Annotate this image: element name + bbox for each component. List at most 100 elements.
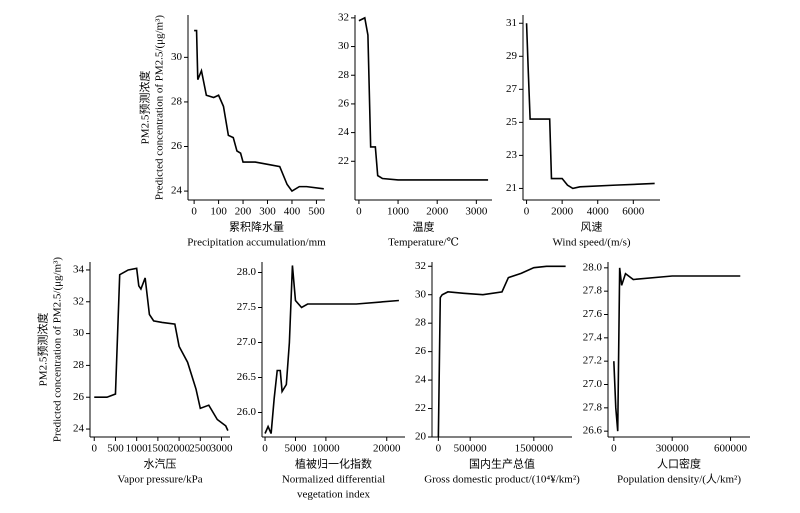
y-axis-label: Predicted concentration of PM2.5/(μg/m³) [52, 257, 64, 442]
x-tick-label: 0 [611, 443, 617, 455]
y-tick-label: 23 [506, 149, 518, 161]
y-tick-label: 28.0 [583, 261, 603, 273]
y-tick-label: 26.0 [237, 406, 257, 418]
y-tick-label: 20 [415, 431, 427, 443]
y-tick-label: 24 [171, 185, 183, 197]
x-tick-label: 3000 [465, 206, 488, 218]
y-tick-label: 26 [338, 97, 350, 109]
x-tick-label: 5000 [284, 443, 307, 455]
y-axis-label: PM2.5预测浓度 [36, 313, 50, 387]
line [613, 267, 741, 432]
x-tick-label: 500000 [454, 443, 488, 455]
x-tick-label: 2000 [551, 206, 574, 218]
x-axis-label: 植被归一化指数 [295, 457, 372, 471]
y-tick-label: 30 [338, 40, 350, 52]
y-tick-label: 30 [415, 288, 427, 300]
line [358, 16, 489, 181]
x-axis-label: 人口密度 [657, 457, 701, 471]
y-tick-label: 26 [415, 345, 427, 357]
x-tick-label: 500 [308, 206, 325, 218]
line [94, 267, 229, 431]
y-tick-label: 27.5 [237, 301, 257, 313]
y-tick-label: 24 [415, 374, 427, 386]
x-tick-label: 0 [356, 206, 362, 218]
y-tick-label: 27.6 [583, 308, 603, 320]
y-axis-label: PM2.5预测浓度 [138, 71, 152, 145]
y-tick-label: 31 [506, 17, 517, 29]
y-tick-label: 26.5 [237, 371, 257, 383]
y-tick-label: 34 [73, 263, 85, 275]
y-tick-label: 22 [338, 155, 349, 167]
x-tick-label: 1000 [387, 206, 410, 218]
x-axis-label: Temperature/℃ [388, 237, 459, 249]
y-tick-label: 28 [73, 359, 85, 371]
x-axis-label: vegetation index [297, 489, 371, 501]
x-tick-label: 20000 [373, 443, 401, 455]
x-tick-label: 300000 [656, 443, 690, 455]
x-tick-label: 0 [91, 443, 97, 455]
x-tick-label: 400 [284, 206, 301, 218]
line [264, 265, 399, 434]
line [437, 265, 566, 438]
x-tick-label: 500 [107, 443, 124, 455]
y-tick-label: 28 [338, 69, 350, 81]
y-tick-label: 27 [506, 83, 518, 95]
y-axis-label: Predicted concentration of PM2.5/(μg/m³) [154, 15, 166, 200]
x-tick-label: 0 [191, 206, 197, 218]
x-tick-label: 4000 [587, 206, 610, 218]
y-tick-label: 28 [415, 317, 427, 329]
x-axis-label: 温度 [413, 220, 435, 234]
line [194, 29, 324, 193]
y-tick-label: 21 [506, 182, 517, 194]
x-axis-label: 风速 [581, 221, 603, 234]
y-tick-label: 25 [506, 116, 518, 128]
x-tick-label: 1500000 [515, 443, 554, 455]
x-axis-label: 国内生产总值 [469, 457, 535, 471]
x-tick-label: 2000 [168, 443, 191, 455]
y-tick-label: 28 [171, 95, 183, 107]
x-tick-label: 0 [524, 206, 530, 218]
y-tick-label: 32 [415, 260, 426, 272]
y-tick-label: 24 [338, 126, 350, 138]
x-axis-label: Normalized differential [282, 474, 385, 486]
y-tick-label: 27.0 [583, 378, 603, 390]
x-axis-label: 累积降水量 [229, 220, 284, 234]
y-tick-label: 28.0 [237, 266, 257, 278]
x-tick-label: 0 [262, 443, 268, 455]
y-tick-label: 27.0 [237, 336, 257, 348]
x-tick-label: 200 [235, 206, 252, 218]
x-axis-label: Wind speed/(m/s) [552, 237, 630, 249]
y-tick-label: 26 [171, 140, 183, 152]
y-tick-label: 26 [73, 391, 85, 403]
x-tick-label: 1500 [147, 443, 170, 455]
x-axis-label: Precipitation accumulation/mm [187, 237, 326, 249]
x-axis-label: 水汽压 [144, 457, 177, 471]
y-tick-label: 30 [171, 51, 183, 63]
x-tick-label: 2000 [426, 206, 449, 218]
x-tick-label: 600000 [714, 443, 748, 455]
y-tick-label: 32 [338, 11, 349, 23]
y-tick-label: 22 [415, 402, 426, 414]
y-tick-label: 24 [73, 423, 85, 435]
x-tick-label: 3000 [211, 443, 234, 455]
y-tick-label: 27.4 [583, 331, 603, 343]
x-axis-label: Vapor pressure/kPa [117, 474, 202, 486]
y-tick-label: 32 [73, 295, 84, 307]
x-tick-label: 100 [210, 206, 227, 218]
x-tick-label: 300 [259, 206, 276, 218]
y-tick-label: 26.6 [583, 425, 603, 437]
y-tick-label: 29 [506, 50, 518, 62]
y-tick-label: 27.8 [583, 401, 603, 413]
x-tick-label: 6000 [622, 206, 645, 218]
x-axis-label: Population density/(人/km²) [617, 473, 741, 486]
y-tick-label: 27.2 [583, 355, 602, 367]
x-tick-label: 1000 [126, 443, 149, 455]
x-tick-label: 0 [436, 443, 442, 455]
x-axis-label: Gross domestic product/(10⁴¥/km²) [424, 474, 580, 486]
y-tick-label: 27.8 [583, 285, 603, 297]
line [525, 23, 655, 190]
y-tick-label: 30 [73, 327, 85, 339]
x-tick-label: 2500 [189, 443, 212, 455]
x-tick-label: 10000 [312, 443, 340, 455]
